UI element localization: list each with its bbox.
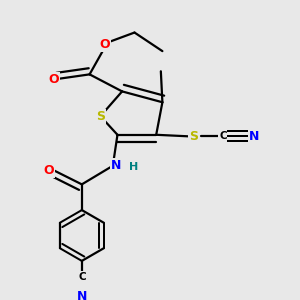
Text: C: C [219,131,226,141]
Text: H: H [129,162,139,172]
Text: S: S [189,130,198,143]
Text: N: N [76,290,87,300]
Text: O: O [100,38,110,51]
Text: C: C [78,272,85,282]
Text: O: O [43,164,54,177]
Text: S: S [96,110,105,123]
Text: N: N [249,130,259,143]
Text: N: N [111,159,121,172]
Text: O: O [49,73,59,85]
